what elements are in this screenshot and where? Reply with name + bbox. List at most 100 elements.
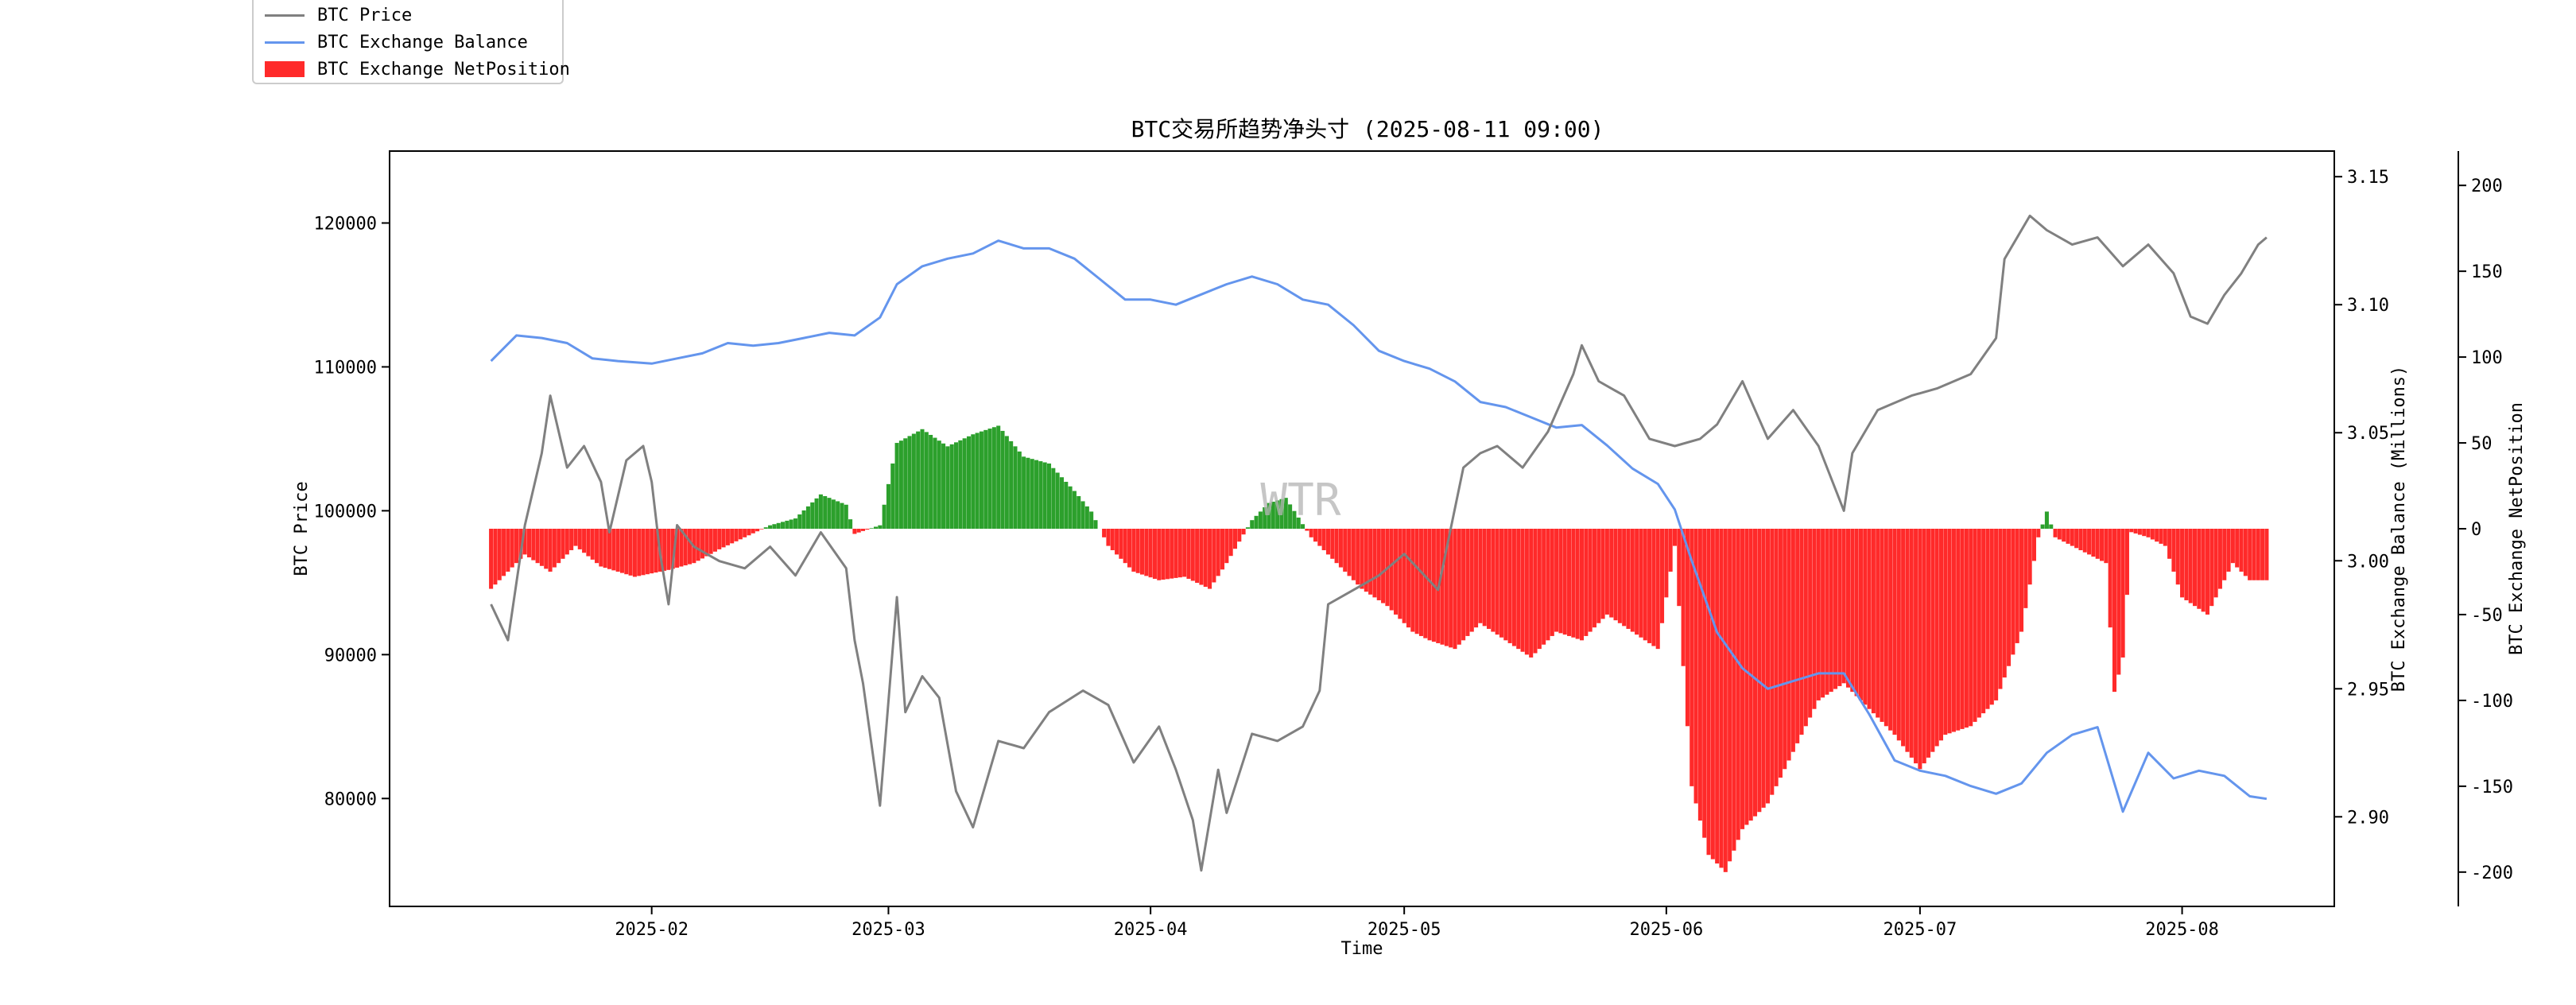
netposition-bar [1994, 529, 1999, 700]
netposition-bar [1816, 529, 1821, 700]
netposition-bar [1102, 529, 1107, 537]
netposition-bar [898, 440, 903, 529]
netposition-bar [991, 427, 996, 529]
netposition-bar [1888, 529, 1893, 731]
netposition-bar [1998, 529, 2003, 689]
netposition-bar [1148, 529, 1153, 578]
netposition-bar [1394, 529, 1399, 615]
netposition-bar [1533, 529, 1538, 654]
netposition-bar [619, 529, 624, 573]
netposition-bar [717, 529, 722, 549]
netposition-bar [1571, 529, 1576, 638]
netposition-bar [1414, 529, 1419, 634]
netposition-bar [1575, 529, 1580, 639]
netposition-bar [1973, 529, 1977, 722]
netposition-bar [2155, 529, 2159, 542]
netposition-bar [1254, 515, 1259, 529]
netposition-bar [1647, 529, 1652, 643]
netposition-bar [2235, 529, 2240, 568]
netposition-bar [1427, 529, 1432, 641]
netposition-bar [810, 502, 815, 529]
balance-tick-label: 3.00 [2347, 552, 2389, 572]
price-line [490, 214, 2268, 872]
netposition-bar [2264, 529, 2269, 580]
netposition-bar [1068, 486, 1073, 529]
netposition-bar [801, 510, 806, 529]
netposition-bar [929, 434, 933, 529]
netposition-bar [890, 463, 895, 529]
netposition-bar [1668, 529, 1673, 572]
netposition-bar [966, 436, 972, 529]
netposition-bar [1825, 529, 1829, 695]
netposition-bar [514, 529, 519, 564]
netposition-bar [1059, 477, 1064, 529]
netposition-bar [2184, 529, 2189, 600]
netposition-bar [894, 443, 899, 529]
netposition-bar [1182, 529, 1187, 577]
netposition-bar [1752, 529, 1758, 817]
netposition-bar [489, 529, 494, 589]
netposition-bar [1072, 491, 1077, 529]
netposition-bar [1790, 529, 1795, 752]
netposition-bar [2036, 529, 2041, 537]
netposition-bar [2040, 524, 2045, 529]
netposition-bar [539, 529, 544, 566]
netposition-bar [2082, 529, 2087, 553]
netposition-bar [1596, 529, 1601, 623]
netposition-bar [886, 483, 890, 529]
netposition-bar [522, 529, 527, 555]
netposition-bar [637, 529, 642, 576]
netposition-bar [1077, 495, 1081, 529]
netposition-bar [1550, 529, 1554, 636]
legend-label-balance: BTC Exchange Balance [317, 32, 528, 52]
netposition-bar [2078, 529, 2083, 550]
legend-item-price: BTC Price [265, 3, 412, 27]
netposition-bar [962, 438, 967, 529]
netposition-bar [1368, 529, 1373, 595]
netposition-bar [531, 529, 536, 561]
netposition-bar [844, 504, 848, 529]
netposition-bar [2163, 529, 2167, 546]
netposition-bar [2243, 529, 2248, 576]
netposition-bar [1635, 529, 1639, 635]
netposition-bar [793, 518, 797, 529]
netposition-bar [603, 529, 607, 568]
price-tick-label: 100000 [314, 502, 377, 522]
x-tick-label: 2025-08 [2145, 920, 2219, 940]
netposition-bar [1110, 529, 1115, 550]
netposition-bar [768, 525, 773, 529]
netposition-bar [1004, 436, 1009, 529]
netposition-bar [573, 529, 578, 546]
netposition-bar [1030, 459, 1034, 529]
netposition-bar [1740, 529, 1745, 829]
netposition-bar [1000, 430, 1005, 529]
netposition-bar [1161, 529, 1166, 580]
netposition-bar [1174, 529, 1178, 578]
netposition-bar [1833, 529, 1838, 689]
netposition-bar [1309, 529, 1313, 537]
netposition-bar [1880, 529, 1884, 722]
netposition-bar [1093, 520, 1098, 529]
netposition-bar [1453, 529, 1457, 650]
netposition-bar [823, 495, 828, 529]
netposition-bar [797, 514, 802, 529]
netposition-bar [2108, 529, 2112, 628]
netposition-bar [1372, 529, 1377, 598]
netposition-bar [971, 434, 976, 529]
netposition-bar [1884, 529, 1888, 727]
netposition-bar [1761, 529, 1766, 808]
netposition-bar [2137, 529, 2142, 535]
netposition-bar [712, 529, 717, 552]
netposition-bar [2167, 529, 2172, 559]
netposition-bar [2180, 529, 2185, 598]
netposition-bar [1651, 529, 1656, 646]
netposition-bar [582, 529, 587, 553]
netposition-bar [1867, 529, 1872, 709]
netposition-bar [1177, 529, 1182, 578]
netposition-bar [2049, 524, 2054, 529]
netposition-bar [987, 429, 992, 529]
netposition-bar [670, 529, 675, 569]
netposition-bar [1630, 529, 1635, 632]
netposition-bar [1022, 456, 1026, 529]
netposition-bar [1364, 529, 1368, 592]
